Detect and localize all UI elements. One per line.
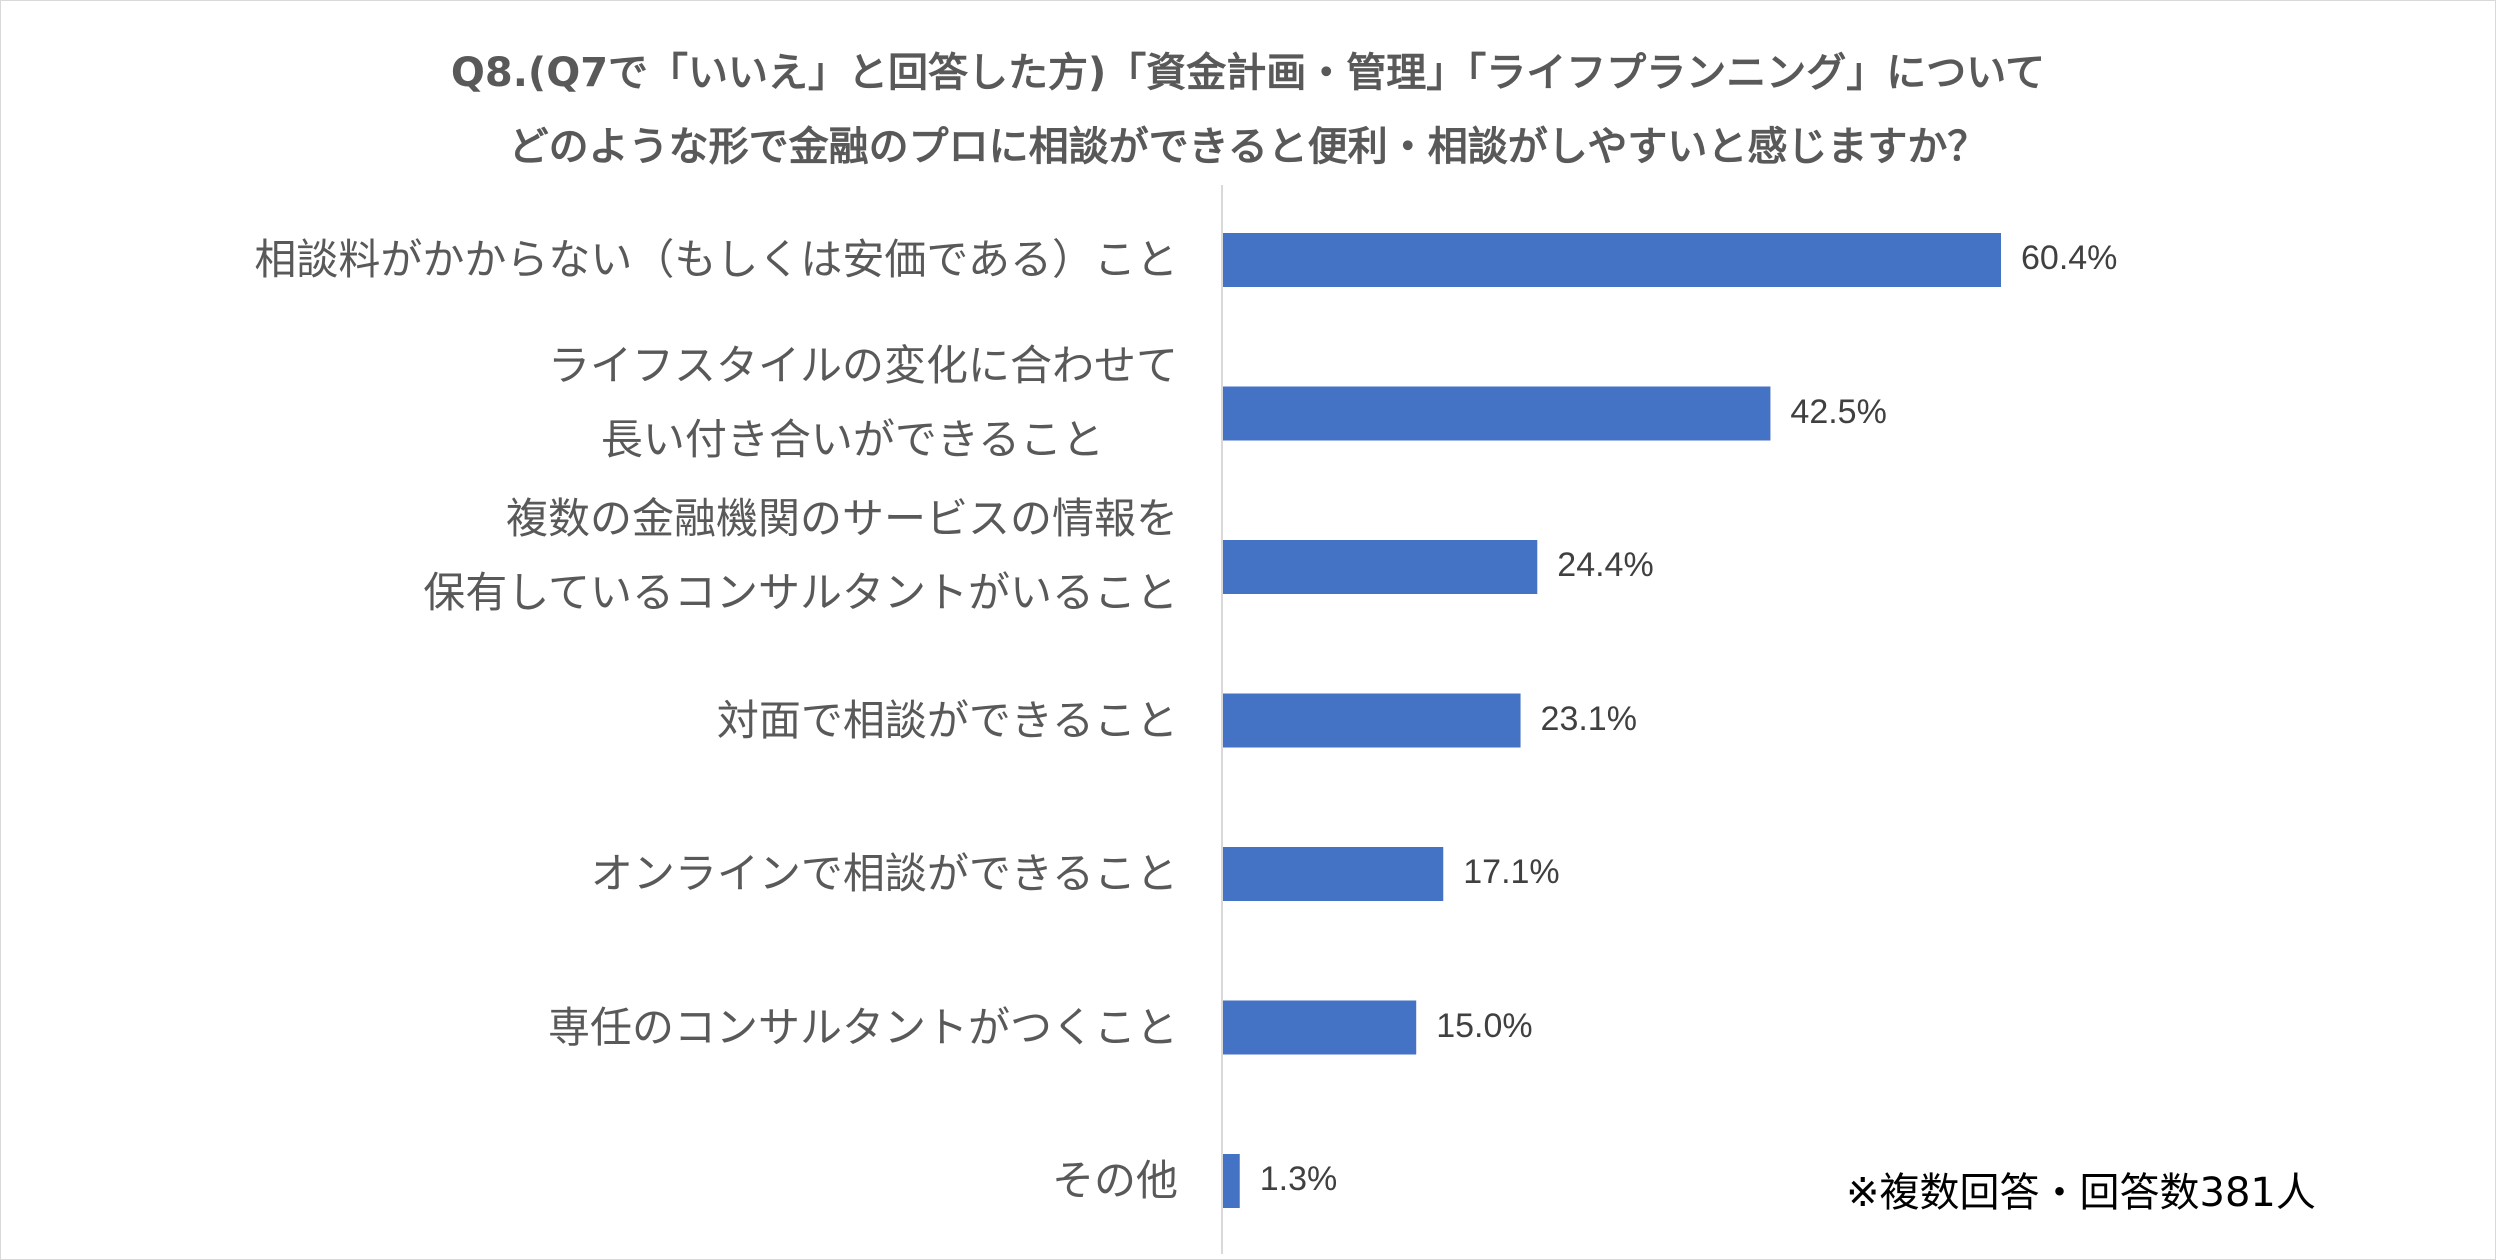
value-label-6: 15.0% — [1436, 1006, 1533, 1045]
bar-1 — [1223, 233, 2001, 287]
value-label-4: 23.1% — [1540, 699, 1637, 738]
value-label-5: 17.1% — [1463, 853, 1560, 891]
category-label-3-line-1: 複数の金融機関のサービスの情報を — [505, 494, 1178, 543]
bar-2 — [1223, 386, 1771, 441]
bar-5 — [1223, 847, 1444, 901]
value-label-7: 1.3% — [1259, 1160, 1338, 1198]
category-label-4: 対面で相談ができること — [716, 695, 1178, 745]
bar-4 — [1223, 693, 1521, 748]
chart-title-line-2: どのような形で金融のプロに相談ができると便利・相談がしやすいと感じますか？ — [508, 124, 1988, 170]
category-label-6: 専任のコンサルタントがつくこと — [547, 1002, 1178, 1052]
bar-7 — [1223, 1154, 1240, 1208]
value-label-2: 42.5% — [1790, 392, 1887, 431]
bar-6 — [1223, 1000, 1417, 1055]
value-label-1: 60.4% — [2021, 239, 2118, 277]
category-label-2-line-2: 長い付き合いができること — [600, 414, 1104, 464]
bar-3 — [1223, 540, 1538, 594]
category-label-1: 相談料がかからない（もしくは安価である）こと — [254, 235, 1178, 284]
category-label-3-line-2: 保有しているコンサルタントがいること — [423, 568, 1178, 617]
category-label-2-line-1: ライフスタイルの変化に合わせて — [547, 340, 1178, 390]
response-note: ※複数回答・回答数381人 — [1846, 1170, 2316, 1216]
category-label-7: その他 — [1051, 1156, 1178, 1205]
category-label-5: オンラインで相談ができること — [590, 849, 1178, 898]
value-label-3: 24.4% — [1557, 546, 1654, 584]
chart-title-line-1: Q8.(Q7で「いいえ」と回答した方)「資金計画・管理」「ライフプランニング」に… — [450, 50, 2046, 96]
